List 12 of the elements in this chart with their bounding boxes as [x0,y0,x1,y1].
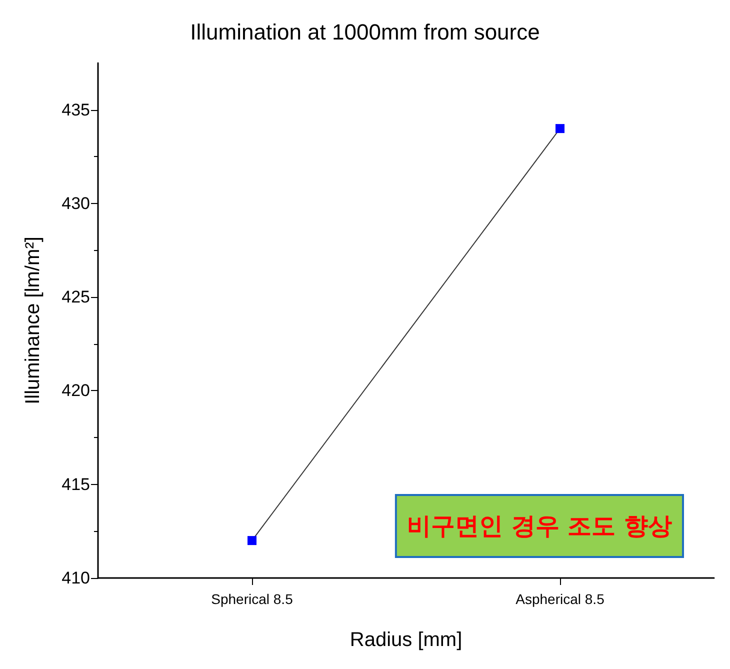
y-axis-title: Illuminance [lm/m²] [22,236,44,404]
y-tick-label: 410 [62,568,90,588]
y-tick-label: 435 [62,100,90,120]
x-axis-title: Radius [mm] [350,629,462,651]
x-tick-label: Spherical 8.5 [211,591,294,607]
chart-title: Illumination at 1000mm from source [190,20,540,44]
y-tick-label: 420 [62,381,90,400]
y-tick-label: 430 [62,194,90,213]
x-tick-label: Aspherical 8.5 [516,591,605,607]
y-tick-label: 425 [62,288,90,307]
y-tick-label: 415 [62,474,90,494]
annotation: 비구면인 경우 조도 향상 [406,512,672,540]
